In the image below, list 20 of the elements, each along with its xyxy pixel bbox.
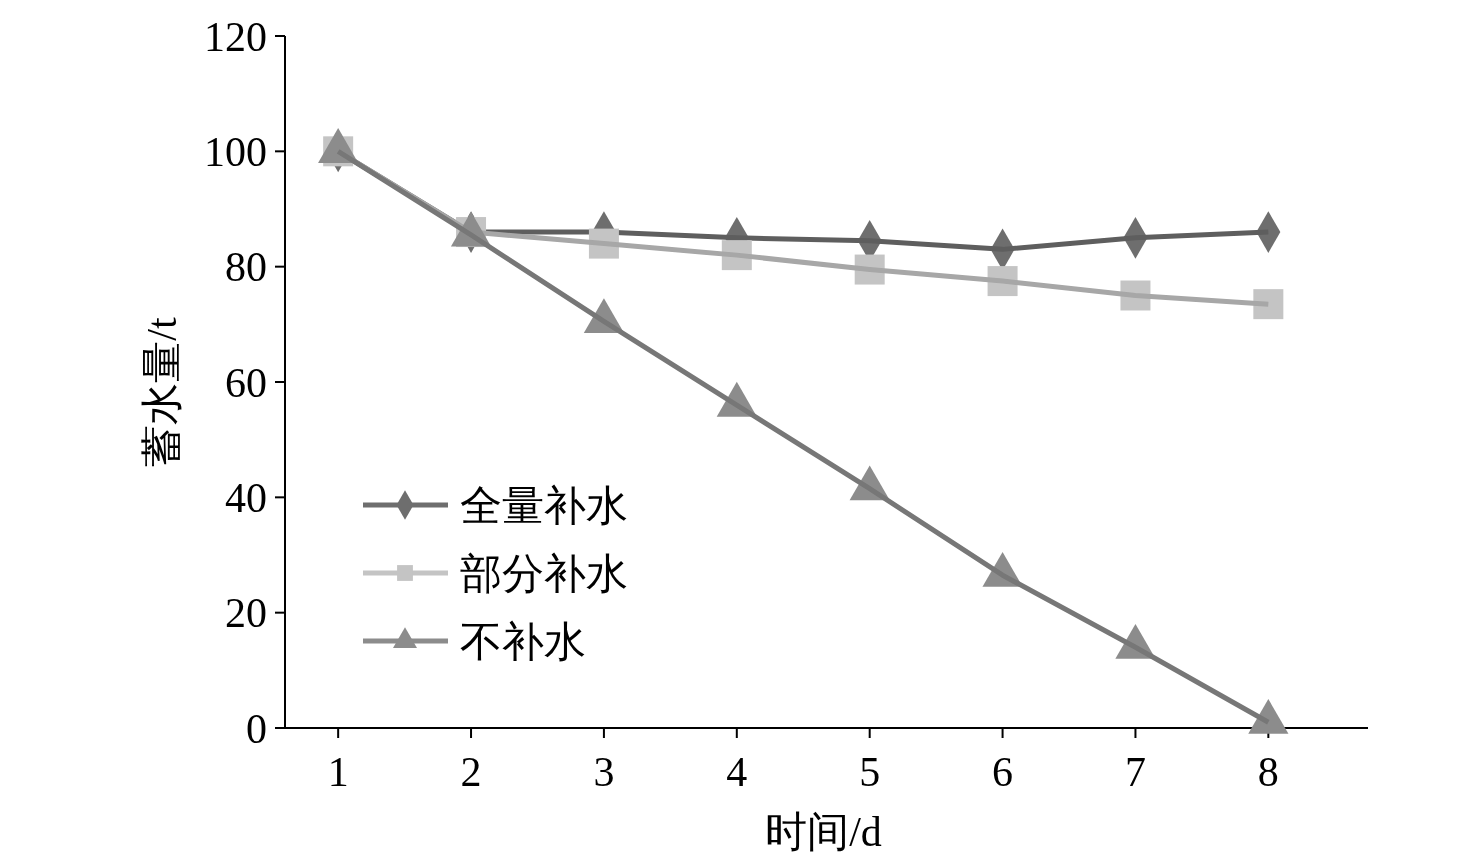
y-tick-label: 80 (225, 244, 267, 291)
x-tick-label: 5 (859, 749, 881, 795)
y-tick-label: 0 (246, 705, 267, 752)
x-tick-label: 7 (1124, 749, 1146, 795)
legend-label: 不补水 (460, 618, 586, 665)
legend-label: 部分补水 (460, 550, 628, 597)
y-axis-title: 蓄水量/t (139, 317, 185, 467)
x-tick-label: 3 (593, 749, 615, 795)
x-tick-label: 8 (1257, 749, 1279, 795)
y-tick-label: 20 (225, 590, 267, 637)
x-tick-label: 6 (992, 749, 1014, 795)
y-tick-label: 40 (225, 475, 267, 522)
x-axis-title: 时间/d (765, 809, 882, 855)
y-tick-label: 100 (204, 129, 267, 176)
x-tick-label: 1 (327, 749, 349, 795)
y-tick-label: 60 (225, 359, 267, 406)
x-tick-label: 2 (460, 749, 482, 795)
x-tick-label: 4 (726, 749, 748, 795)
legend-label: 全量补水 (460, 482, 628, 529)
y-tick-label: 120 (204, 13, 267, 60)
